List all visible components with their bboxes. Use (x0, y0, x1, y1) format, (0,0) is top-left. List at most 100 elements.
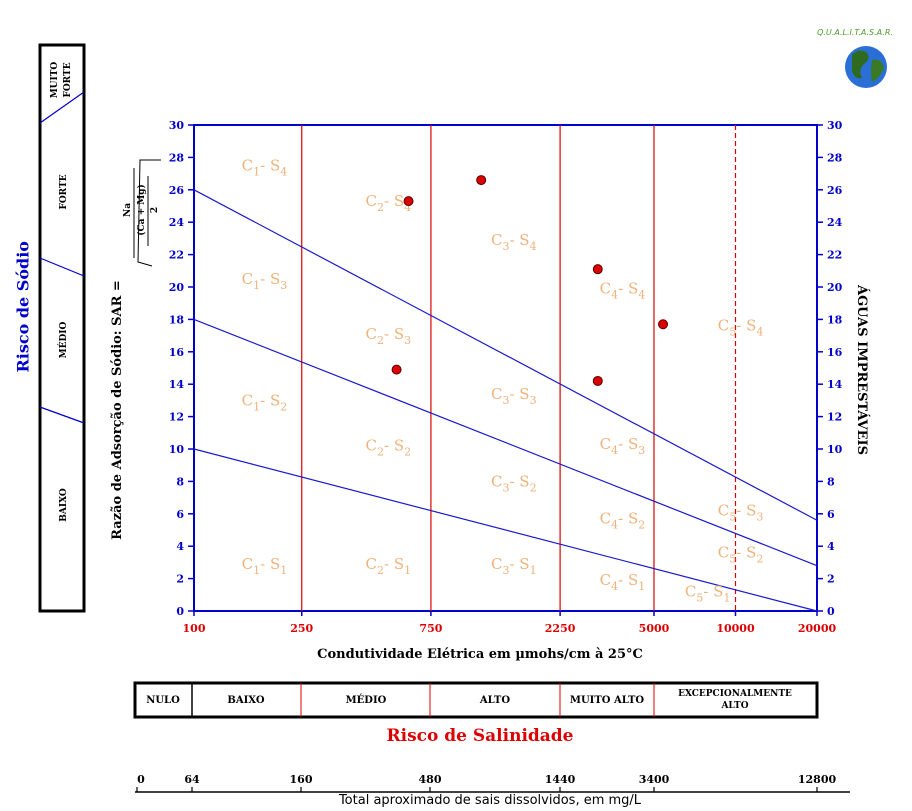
salinity-level-excepcionalmente: EXCEPCIONALMENTE (678, 689, 792, 699)
class-label-c5-s3: C5- S3 (718, 501, 764, 523)
sodium-level-forte-2: FORTE (63, 62, 73, 97)
sample-point-5 (658, 319, 669, 330)
sodium-divider-1 (39, 406, 85, 424)
class-label-c5-s1: C5- S1 (685, 582, 731, 604)
boundary-line-0 (193, 448, 818, 612)
class-label-c1-s4: C1- S4 (242, 156, 288, 178)
salinity-level-alto: ALTO (479, 695, 510, 706)
sar-denominator: (Ca + Mg) (136, 184, 147, 236)
y-tick-label-left-30: 30 (169, 119, 185, 132)
y-tick-label-left-22: 22 (169, 249, 184, 262)
y-axis-title: Razão de Adsorção de Sódio: SAR = (110, 280, 125, 540)
tds-axis-title: Total aproximado de sais dissolvidos, em… (338, 793, 642, 808)
y-tick-label-left-2: 2 (176, 573, 184, 586)
tds-tick-label-12800: 12800 (798, 773, 837, 786)
sample-point-0 (403, 196, 414, 207)
sample-points (391, 175, 669, 386)
y-tick-label-left-4: 4 (176, 540, 184, 553)
sodium-risk-box: BAIXO MÉDIO FORTE MUITO FORTE (38, 43, 86, 613)
y-tick-label-left-8: 8 (176, 475, 184, 488)
y-tick-label-right-6: 6 (827, 508, 835, 521)
y-tick-label-right-12: 12 (827, 411, 842, 424)
y-tick-label-left-26: 26 (169, 184, 185, 197)
class-label-c4-s2: C4- S2 (600, 510, 646, 532)
class-label-c5-s4: C5- S4 (718, 317, 764, 339)
y-tick-label-right-14: 14 (827, 378, 843, 391)
tds-tick-label-64: 64 (184, 773, 200, 786)
y-tick-label-right-0: 0 (827, 605, 835, 618)
y-tick-label-left-10: 10 (169, 443, 185, 456)
sodium-level-medio: MÉDIO (57, 322, 69, 359)
class-label-c3-s4: C3- S4 (491, 231, 537, 253)
class-label-c3-s3: C3- S3 (491, 385, 537, 407)
y-tick-label-left-6: 6 (176, 508, 184, 521)
sodium-boundary-lines (193, 189, 818, 612)
y-tick-label-left-12: 12 (169, 411, 184, 424)
class-label-c2-s4: C2- S4 (366, 192, 412, 214)
x-axis: 100 250 750 2250 5000 10000 20000 (183, 611, 837, 635)
sar-numerator: Na (123, 203, 133, 217)
class-label-c3-s2: C3- S2 (491, 472, 537, 494)
sodium-level-baixo: BAIXO (59, 488, 69, 522)
x-tick-label-750: 750 (419, 622, 442, 635)
sar-formula: Na (Ca + Mg) 2 (123, 159, 161, 267)
sar-divisor: 2 (150, 207, 160, 213)
class-label-c5-s2: C5- S2 (718, 544, 764, 566)
salinity-level-muito-alto: MUITO ALTO (570, 695, 645, 706)
salinity-risk-box: NULO BAIXO MÉDIO ALTO MUITO ALTO EXCEPCI… (133, 681, 819, 719)
salinity-level-medio: MÉDIO (346, 694, 387, 706)
salinity-class-lines (301, 125, 737, 611)
y-tick-label-left-18: 18 (169, 313, 185, 326)
x-tick-label-20000: 20000 (798, 622, 837, 635)
class-label-c4-s3: C4- S3 (600, 435, 646, 457)
water-class-labels: C1- S4 C2- S4 C3- S4 C4- S4 C5- S4 C1- S3 C2- … (242, 156, 764, 604)
boundary-line-2 (193, 189, 818, 521)
tds-tick-label-480: 480 (419, 773, 442, 786)
y-tick-label-left-24: 24 (169, 216, 185, 229)
y-tick-label-right-20: 20 (827, 281, 843, 294)
class-label-c1-s2: C1- S2 (242, 391, 288, 413)
sample-point-4 (592, 375, 603, 386)
y-tick-label-right-26: 26 (827, 184, 843, 197)
y-tick-label-left-0: 0 (176, 605, 184, 618)
logo-text: Q.U.A.L.I.T.A.S.A.R. (817, 28, 893, 37)
y-tick-label-right-2: 2 (827, 573, 835, 586)
sodium-divider-2 (39, 257, 85, 277)
y-tick-label-left-28: 28 (169, 151, 185, 164)
y-tick-label-right-16: 16 (827, 346, 843, 359)
class-label-c1-s1: C1- S1 (242, 555, 288, 577)
x-tick-label-2250: 2250 (545, 622, 576, 635)
y-tick-label-right-24: 24 (827, 216, 843, 229)
tds-tick-label-160: 160 (290, 773, 313, 786)
x-axis-title: Condutividade Elétrica em µmohs/cm à 25°… (317, 647, 643, 662)
salinity-level-baixo: BAIXO (227, 695, 264, 706)
sample-point-1 (476, 175, 487, 186)
salinity-level-nulo: NULO (146, 695, 180, 706)
x-tick-label-100: 100 (183, 622, 206, 635)
sample-point-2 (391, 364, 402, 375)
class-label-c2-s2: C2- S2 (366, 437, 412, 459)
salinity-risk-title: Risco de Salinidade (386, 726, 574, 746)
y-tick-label-left-16: 16 (169, 346, 185, 359)
sodium-level-forte: FORTE (59, 174, 69, 209)
class-label-c1-s3: C1- S3 (242, 270, 288, 292)
y-tick-label-right-30: 30 (827, 119, 843, 132)
class-label-c4-s4: C4- S4 (600, 279, 646, 301)
y-tick-label-left-20: 20 (169, 281, 185, 294)
right-axis-title: ÁGUAS IMPRESTÁVEIS (854, 284, 870, 455)
globe-land-2 (871, 59, 884, 82)
class-label-c2-s3: C2- S3 (366, 325, 412, 347)
class-label-c4-s1: C4- S1 (600, 571, 646, 593)
globe-logo: Q.U.A.L.I.T.A.S.A.R. (817, 28, 893, 88)
y-tick-label-right-8: 8 (827, 475, 835, 488)
tds-tick-label-1440: 1440 (545, 773, 576, 786)
y-tick-label-right-10: 10 (827, 443, 843, 456)
x-tick-label-10000: 10000 (716, 622, 755, 635)
boundary-line-1 (193, 318, 818, 567)
salinity-level-alto-2: ALTO (720, 701, 748, 711)
sample-point-3 (592, 264, 603, 275)
tds-tick-label-0: 0 (137, 773, 145, 786)
tds-scale: 0 64 160 480 1440 3400 12800 (135, 773, 850, 793)
y-tick-label-left-14: 14 (169, 378, 185, 391)
y-tick-label-right-18: 18 (827, 313, 843, 326)
